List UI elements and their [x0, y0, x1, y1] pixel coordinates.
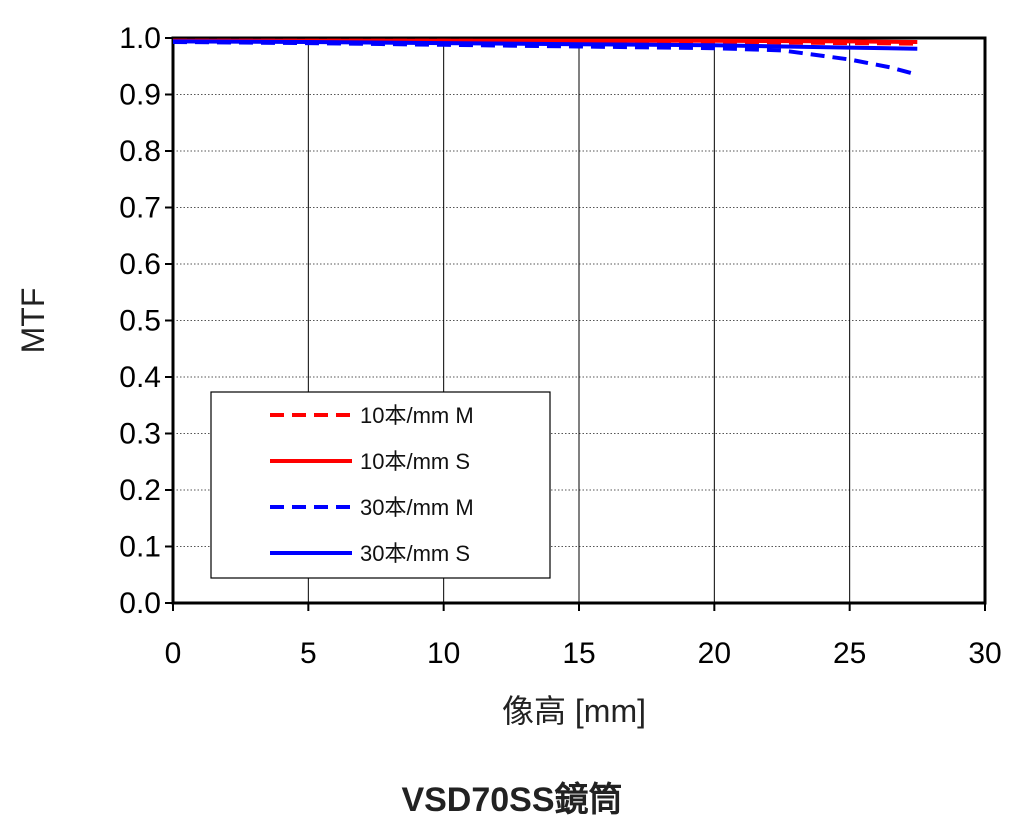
y-tick-label: 0.9	[119, 79, 161, 112]
legend-label: 10本/mm S	[360, 449, 470, 474]
y-tick-label: 1.0	[119, 22, 161, 55]
y-axis-title: MTF	[15, 288, 51, 354]
grid-lines	[173, 38, 985, 603]
legend-label: 30本/mm S	[360, 541, 470, 566]
chart-caption: VSD70SS鏡筒	[401, 781, 623, 819]
x-tick-label: 25	[833, 637, 866, 670]
y-tick-label: 0.1	[119, 531, 161, 564]
mtf-chart: 0.0 0.1 0.2 0.3 0.4 0.5 0.6 0.7 0.8 0.9 1.0 0 5 10 15 2…	[15, 22, 1002, 729]
axis-ticks: 0.0 0.1 0.2 0.3 0.4 0.5 0.6 0.7 0.8 0.9 1.0 0 5 10 15 2…	[119, 22, 1001, 670]
legend-label: 30本/mm M	[360, 495, 474, 520]
x-axis-title: 像高 [mm]	[502, 693, 646, 729]
x-tick-label: 15	[562, 637, 595, 670]
legend-box	[210, 391, 551, 579]
y-tick-label: 0.5	[119, 305, 161, 338]
y-tick-label: 0.7	[119, 192, 161, 225]
x-tick-label: 0	[165, 637, 182, 670]
y-tick-label: 0.6	[119, 248, 161, 281]
x-tick-label: 5	[300, 637, 317, 670]
y-tick-label: 0.0	[119, 587, 161, 620]
series-lines	[172, 38, 918, 77]
x-tick-label: 30	[968, 637, 1001, 670]
y-tick-label: 0.8	[119, 135, 161, 168]
legend: 10本/mm M 10本/mm S 30本/mm M 30本/mm S	[210, 391, 551, 579]
legend-label: 10本/mm M	[360, 403, 474, 428]
x-tick-label: 20	[698, 637, 731, 670]
x-tick-label: 10	[427, 637, 460, 670]
y-tick-label: 0.4	[119, 361, 161, 394]
y-tick-label: 0.3	[119, 418, 161, 451]
y-tick-label: 0.2	[119, 474, 161, 507]
series-line-4	[172, 39, 918, 51]
